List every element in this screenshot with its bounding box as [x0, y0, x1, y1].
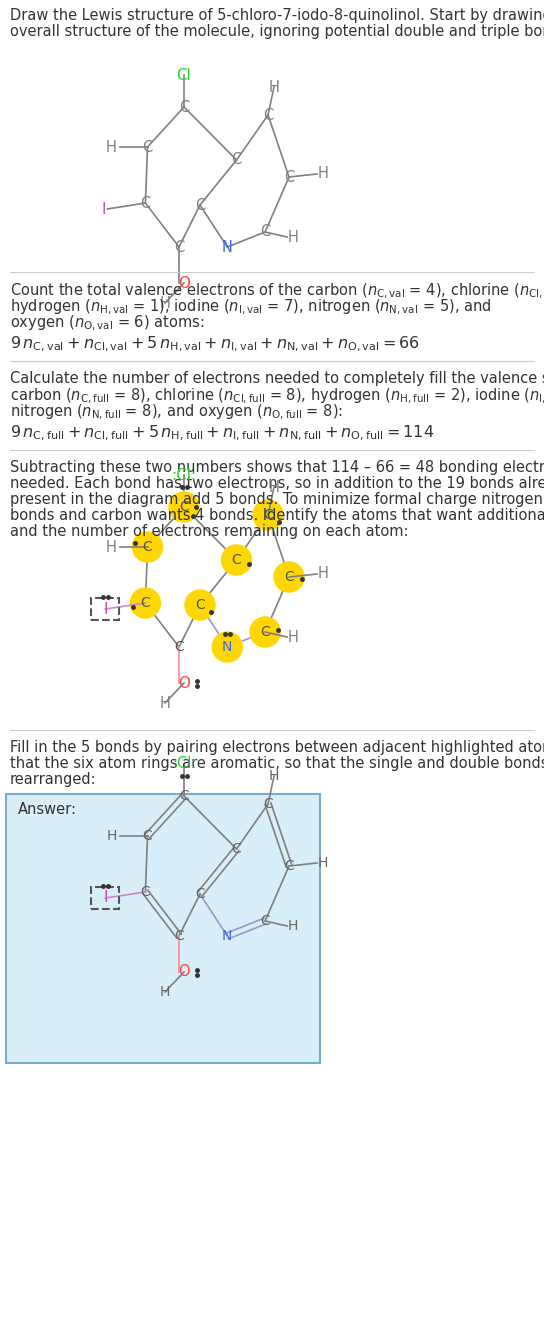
Circle shape: [212, 632, 242, 662]
Text: C: C: [140, 596, 150, 610]
Text: nitrogen ($n_{\mathrm{N,full}}$ = 8), and oxygen ($n_{\mathrm{O,full}}$ = 8):: nitrogen ($n_{\mathrm{N,full}}$ = 8), an…: [10, 403, 343, 422]
Text: $9\,n_{\mathrm{C,full}} + n_{\mathrm{Cl,full}} + 5\,n_{\mathrm{H,full}} + n_{\ma: $9\,n_{\mathrm{C,full}} + n_{\mathrm{Cl,…: [10, 423, 434, 444]
Text: :Cl:: :Cl:: [171, 468, 196, 482]
Circle shape: [253, 500, 283, 531]
Text: N: N: [222, 929, 232, 943]
Text: C: C: [260, 914, 270, 929]
Text: C: C: [195, 197, 205, 213]
Text: C: C: [140, 884, 150, 899]
Text: C: C: [179, 99, 189, 114]
Text: C: C: [263, 107, 273, 122]
Text: overall structure of the molecule, ignoring potential double and triple bonds:: overall structure of the molecule, ignor…: [10, 24, 544, 39]
Text: Subtracting these two numbers shows that 114 – 66 = 48 bonding electrons are: Subtracting these two numbers shows that…: [10, 460, 544, 474]
Text: Answer:: Answer:: [18, 803, 77, 817]
Text: H: H: [159, 296, 170, 311]
Text: C: C: [195, 598, 205, 612]
Text: rearranged:: rearranged:: [10, 772, 97, 787]
Text: I: I: [103, 602, 108, 616]
Text: C: C: [143, 829, 152, 843]
Text: N: N: [222, 240, 233, 255]
Text: Fill in the 5 bonds by pairing electrons between adjacent highlighted atoms. Not: Fill in the 5 bonds by pairing electrons…: [10, 740, 544, 754]
Text: C: C: [260, 225, 270, 240]
Text: O: O: [178, 276, 190, 291]
Text: needed. Each bond has two electrons, so in addition to the 19 bonds already: needed. Each bond has two electrons, so …: [10, 476, 544, 490]
Text: H: H: [269, 769, 279, 783]
Text: C: C: [284, 570, 294, 584]
Text: present in the diagram add 5 bonds. To minimize formal charge nitrogen wants 3: present in the diagram add 5 bonds. To m…: [10, 492, 544, 507]
Text: C: C: [232, 553, 242, 567]
Text: H: H: [318, 856, 328, 870]
Circle shape: [169, 492, 199, 523]
Text: carbon ($n_{\mathrm{C,full}}$ = 8), chlorine ($n_{\mathrm{Cl,full}}$ = 8), hydro: carbon ($n_{\mathrm{C,full}}$ = 8), chlo…: [10, 387, 544, 406]
Text: $9\,n_{\mathrm{C,val}} + n_{\mathrm{Cl,val}} + 5\,n_{\mathrm{H,val}} + n_{\mathr: $9\,n_{\mathrm{C,val}} + n_{\mathrm{Cl,v…: [10, 335, 420, 354]
Circle shape: [221, 545, 251, 575]
FancyBboxPatch shape: [6, 795, 320, 1063]
Text: H: H: [159, 695, 170, 710]
Text: H: H: [106, 829, 116, 843]
Text: C: C: [231, 153, 242, 168]
Text: :Cl:: :Cl:: [172, 757, 196, 772]
Text: O: O: [178, 965, 190, 980]
Text: C: C: [174, 641, 184, 654]
Text: C: C: [260, 624, 270, 639]
Text: C: C: [143, 139, 153, 154]
Text: C: C: [174, 929, 184, 943]
Circle shape: [185, 590, 215, 620]
Text: Cl: Cl: [177, 67, 191, 83]
Text: C: C: [179, 500, 189, 515]
Text: H: H: [269, 79, 280, 95]
Text: Calculate the number of electrons needed to completely fill the valence shells f: Calculate the number of electrons needed…: [10, 371, 544, 386]
Text: C: C: [232, 842, 242, 856]
Text: H: H: [106, 540, 117, 555]
Text: C: C: [263, 797, 273, 811]
Text: C: C: [143, 540, 152, 553]
Text: H: H: [160, 985, 170, 1000]
Text: Draw the Lewis structure of 5-chloro-7-iodo-8-quinolinol. Start by drawing the: Draw the Lewis structure of 5-chloro-7-i…: [10, 8, 544, 23]
Text: H: H: [288, 229, 299, 244]
Text: I: I: [101, 201, 106, 217]
Text: H: H: [269, 480, 280, 494]
Circle shape: [131, 588, 160, 618]
Circle shape: [274, 561, 304, 592]
Text: H: H: [318, 166, 329, 181]
Text: I: I: [103, 891, 108, 906]
Text: hydrogen ($n_{\mathrm{H,val}}$ = 1), iodine ($n_{\mathrm{I,val}}$ = 7), nitrogen: hydrogen ($n_{\mathrm{H,val}}$ = 1), iod…: [10, 297, 491, 318]
Text: H: H: [318, 567, 329, 582]
Circle shape: [133, 532, 163, 561]
Text: O: O: [178, 675, 190, 690]
Text: bonds and carbon wants 4 bonds. Identify the atoms that want additional bonds: bonds and carbon wants 4 bonds. Identify…: [10, 508, 544, 523]
Text: and the number of electrons remaining on each atom:: and the number of electrons remaining on…: [10, 524, 409, 539]
Text: C: C: [284, 859, 294, 872]
Text: C: C: [140, 196, 151, 210]
Text: N: N: [222, 641, 232, 654]
Text: C: C: [179, 789, 189, 803]
Text: C: C: [263, 508, 273, 523]
Text: H: H: [106, 139, 117, 154]
Text: H: H: [288, 919, 298, 933]
Circle shape: [250, 616, 280, 647]
Text: C: C: [174, 240, 184, 255]
Text: C: C: [284, 169, 294, 185]
Text: H: H: [288, 630, 299, 645]
Text: Count the total valence electrons of the carbon ($n_{\mathrm{C,val}}$ = 4), chlo: Count the total valence electrons of the…: [10, 281, 544, 302]
Text: that the six atom rings are aromatic, so that the single and double bonds may be: that the six atom rings are aromatic, so…: [10, 756, 544, 770]
Text: oxygen ($n_{\mathrm{O,val}}$ = 6) atoms:: oxygen ($n_{\mathrm{O,val}}$ = 6) atoms:: [10, 314, 205, 334]
Text: C: C: [195, 887, 205, 900]
